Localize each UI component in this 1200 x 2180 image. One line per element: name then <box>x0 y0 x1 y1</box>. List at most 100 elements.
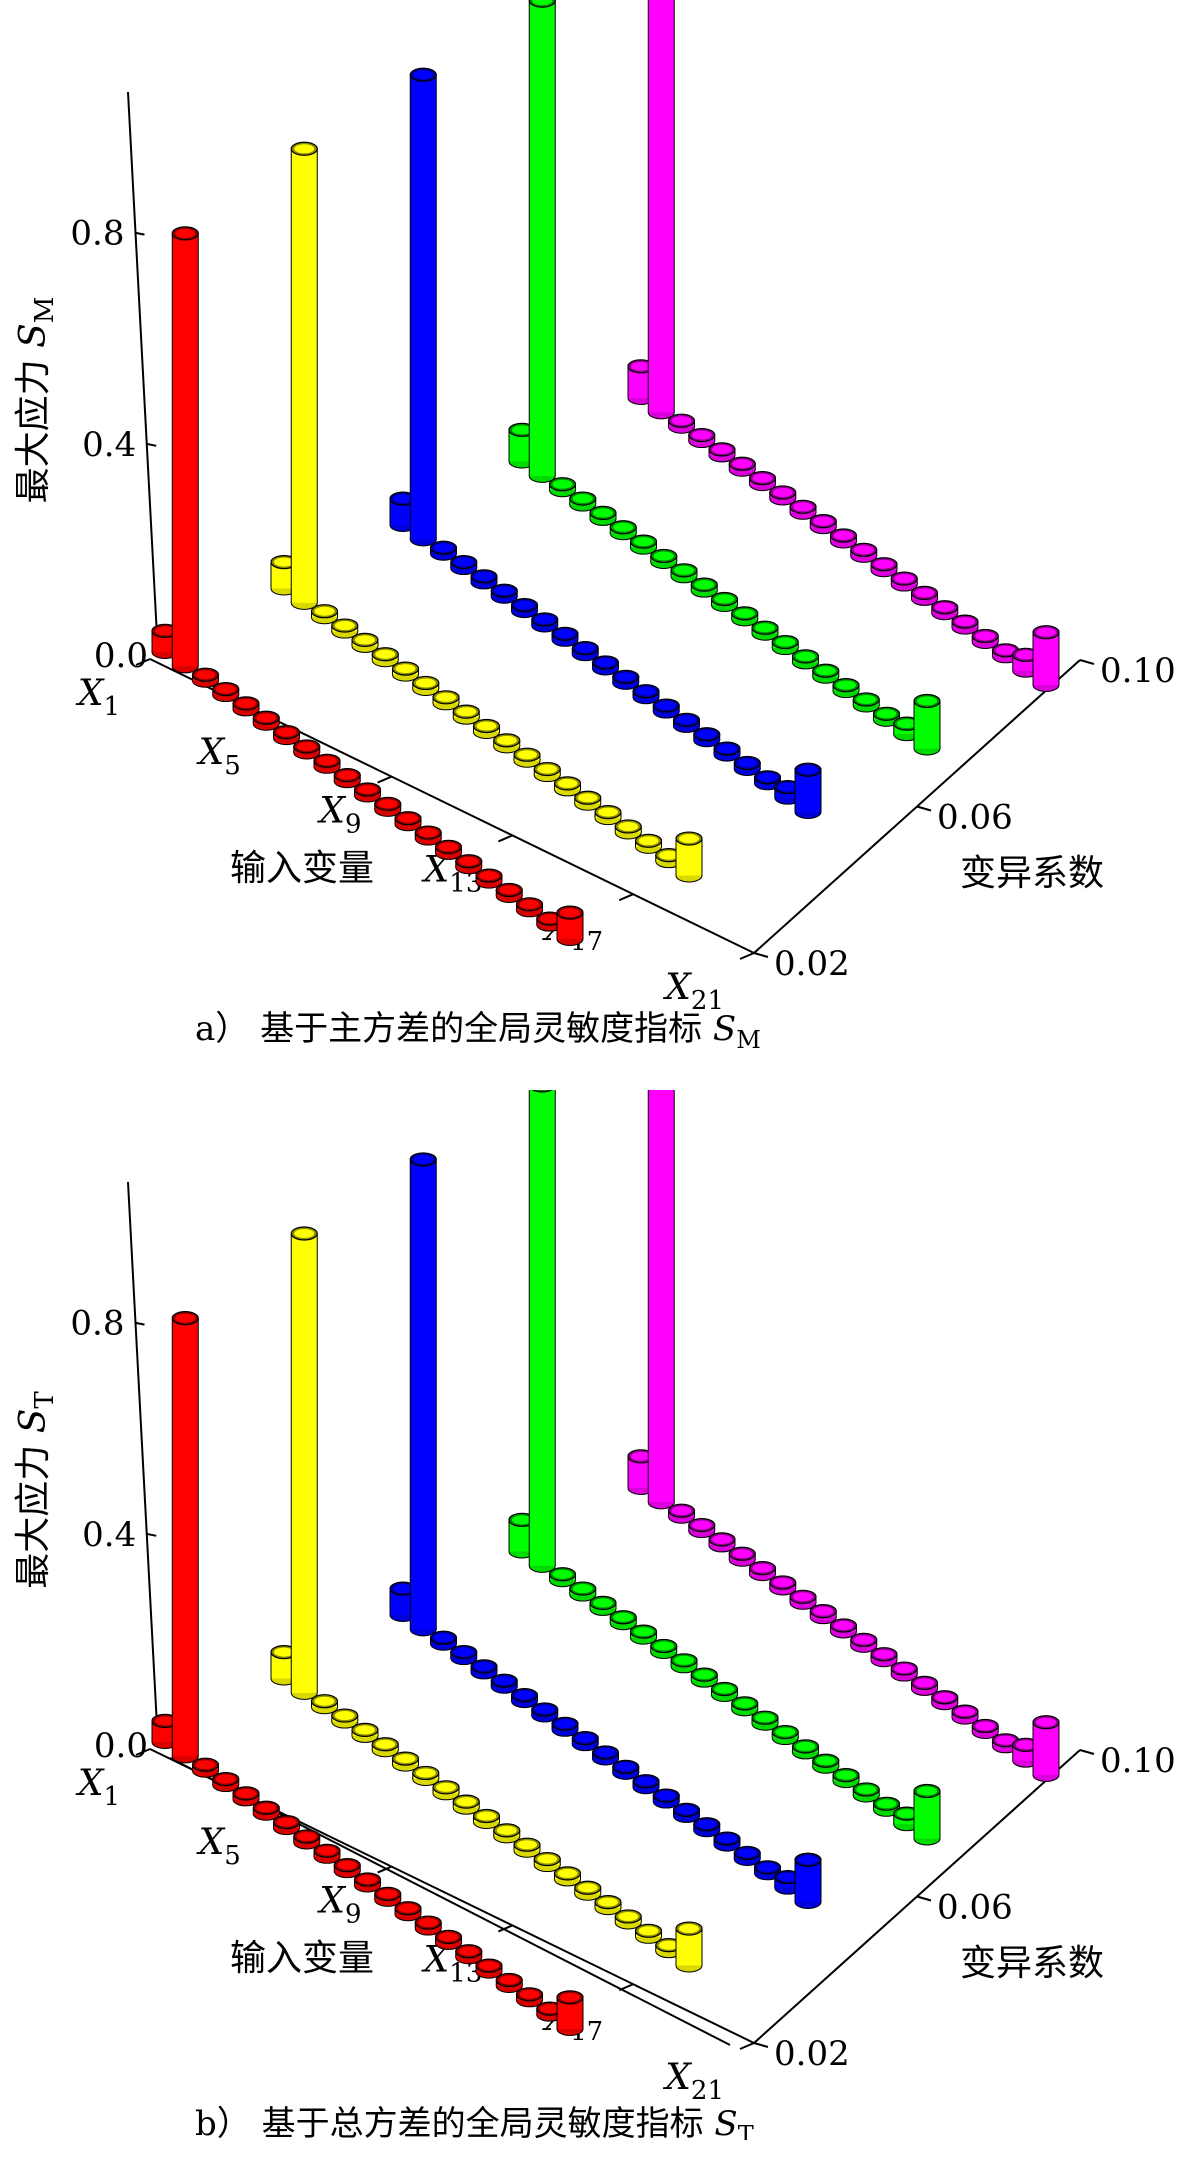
chart-svg-a: 0.00.40.8X1X5X9X13X17X210.020.060.10输入变量… <box>13 0 1176 1054</box>
series-0.1 <box>627 1004 1060 1782</box>
bar <box>812 1753 840 1774</box>
bar-top-inner <box>914 1678 935 1688</box>
y-tick-label: 0.06 <box>937 798 1013 838</box>
bar-top-inner <box>377 799 398 809</box>
bar <box>272 724 301 746</box>
bar <box>429 1630 458 1651</box>
series-0.08 <box>508 1078 941 1846</box>
bar-top-inner <box>355 635 375 645</box>
bar-top-inner <box>496 735 517 745</box>
bar-top-inner <box>537 1854 558 1864</box>
z-tick-mark <box>134 1321 145 1326</box>
bar-top-inner <box>436 692 456 702</box>
bar <box>212 1771 240 1793</box>
bar-top-inner <box>236 1788 256 1798</box>
bar <box>647 0 675 420</box>
x-tick-mark <box>739 2042 755 2050</box>
bar-top-inner <box>757 772 778 782</box>
bar <box>713 741 741 762</box>
bar-body <box>529 1085 556 1566</box>
bar <box>434 1929 463 1950</box>
bar <box>470 1659 498 1680</box>
bar <box>333 1858 361 1879</box>
bar <box>495 882 523 903</box>
z-tick-label: 0.4 <box>82 425 136 465</box>
bar <box>728 1546 756 1567</box>
bar <box>455 1944 483 1965</box>
bar-top-inner <box>712 444 732 454</box>
bar-top-inner <box>671 416 692 426</box>
bar-top-inner <box>896 719 917 729</box>
bar <box>472 718 501 739</box>
bar-top-inner <box>337 1860 358 1870</box>
x-axis-label: 输入变量 <box>230 1938 374 1979</box>
bar-body <box>410 1159 437 1630</box>
bar <box>748 1561 777 1582</box>
axes: 0.00.40.8X1X5X9X13X17X210.020.060.10 <box>70 91 1176 1016</box>
bar-top-inner <box>874 1649 894 1659</box>
bar <box>612 1759 640 1780</box>
bar <box>650 1638 678 1659</box>
x-tick-label: X5 <box>196 1822 241 1871</box>
bar-top-inner <box>836 1770 856 1780</box>
bar-top-inner <box>494 1676 515 1686</box>
bar <box>490 583 518 604</box>
bar-top-inner <box>458 856 479 866</box>
bar-top-inner <box>613 522 634 532</box>
bar-body <box>648 0 675 413</box>
bar <box>951 614 979 635</box>
bar <box>331 618 359 639</box>
bar <box>510 597 539 619</box>
bar-top-inner <box>717 1834 737 1844</box>
bar-top-inner <box>413 70 434 80</box>
bar <box>409 67 437 547</box>
bar <box>374 1886 402 1907</box>
bar-top-inner <box>732 1549 753 1559</box>
bar <box>632 684 660 705</box>
bar-top-inner <box>772 487 793 497</box>
bar <box>693 727 721 748</box>
bars <box>151 1004 1060 2036</box>
bar-top-inner <box>656 701 677 711</box>
bar <box>713 1831 741 1852</box>
bar <box>591 1745 620 1766</box>
bar <box>515 1987 544 2008</box>
bar <box>313 1843 341 1864</box>
bar <box>710 591 739 612</box>
bar-top-inner <box>676 715 697 725</box>
bar <box>594 1894 622 1916</box>
bar <box>429 540 458 561</box>
bar <box>751 1710 779 1731</box>
bar-top-inner <box>296 741 317 751</box>
bar-top-inner <box>712 1534 732 1544</box>
bar-top-inner <box>833 1621 854 1630</box>
bar <box>252 1800 280 1821</box>
bar-top-inner <box>995 645 1016 655</box>
bar-top-inner <box>656 1791 677 1801</box>
bar-top-inner <box>476 1811 497 1821</box>
bar-body <box>1033 632 1059 685</box>
bar <box>310 604 339 625</box>
y-tick-mark <box>916 1895 932 1902</box>
bar <box>870 1647 898 1668</box>
z-tick-mark <box>134 231 145 236</box>
bar <box>690 577 718 598</box>
x-tick-mark <box>135 658 151 666</box>
bar <box>508 1512 536 1559</box>
y-tick-mark <box>753 2042 769 2048</box>
bar <box>614 1909 642 1930</box>
bar-top-inner <box>195 1760 216 1770</box>
bar <box>556 905 584 946</box>
bar <box>533 761 561 783</box>
bar <box>1032 1715 1060 1782</box>
bar <box>812 663 840 684</box>
bar <box>771 1724 799 1746</box>
bar-top-inner <box>438 1932 459 1942</box>
z-axis-label: 最大应力 SM <box>13 297 60 504</box>
x-tick-mark <box>135 1748 151 1756</box>
bar <box>634 1923 663 1944</box>
bar <box>313 753 341 774</box>
bar <box>647 1004 675 1510</box>
bar <box>852 692 880 713</box>
bar <box>627 1449 655 1495</box>
